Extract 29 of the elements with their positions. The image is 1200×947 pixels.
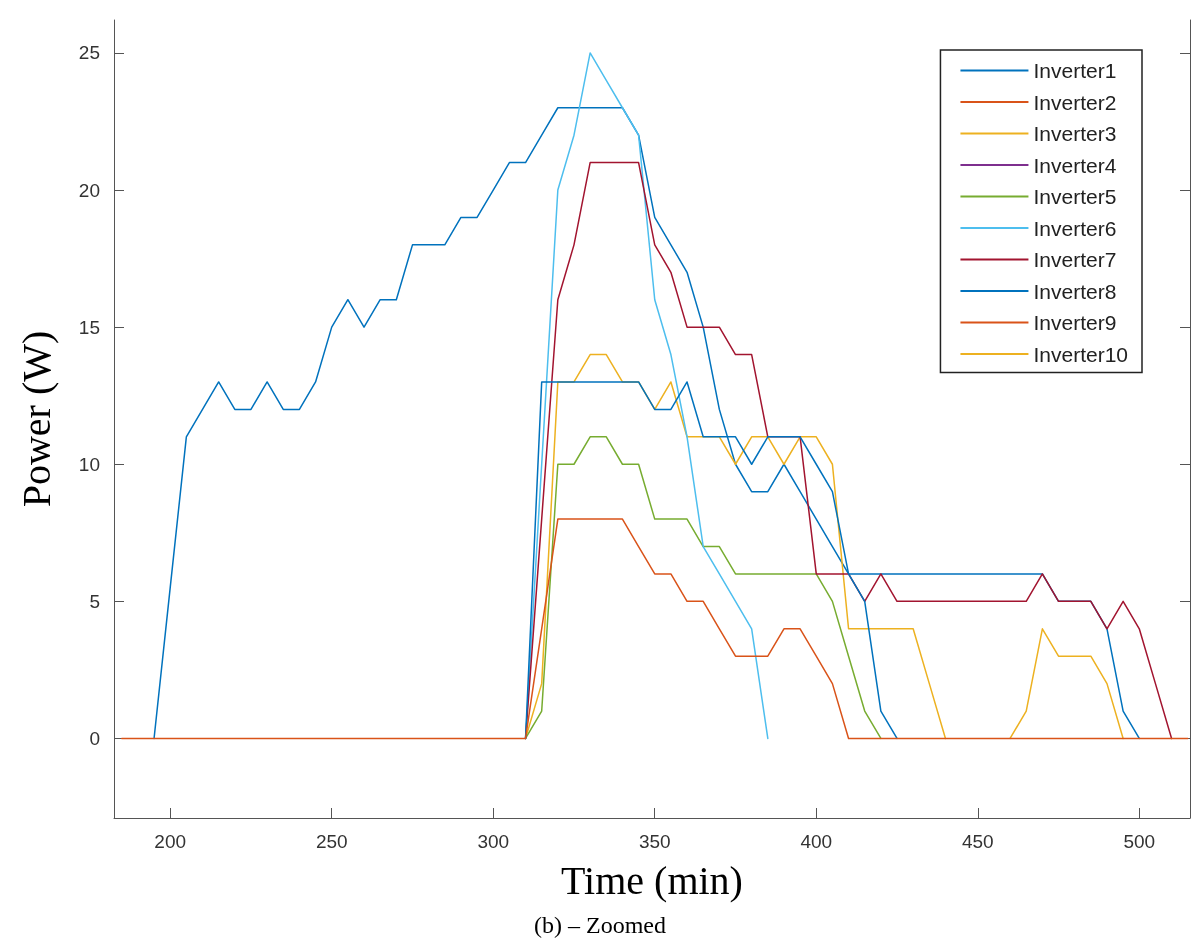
legend-label: Inverter3 [1033,122,1117,145]
x-tick-label: 250 [315,831,348,852]
line-series [524,436,882,740]
legend-label: Inverter10 [1033,342,1129,366]
legend-label: Inverter4 [1033,153,1117,177]
line-series [524,161,1173,740]
legend-label: Inverter9 [1033,311,1117,334]
x-tick-label: 450 [961,831,994,852]
x-axis-title: Time (min) [561,857,743,903]
text: (b) – Zoomed [534,912,666,938]
line-series [121,518,1189,740]
legend-label: Inverter2 [1033,90,1117,114]
x-tick-label: 500 [1123,831,1156,852]
legend-label: Inverter5 [1033,185,1117,208]
y-tick-label: 10 [78,453,100,475]
x-tick-label: 350 [638,831,671,852]
x-tick-label: 300 [477,831,510,852]
legend-label: Inverter6 [1033,216,1117,240]
y-tick-label: 15 [78,316,100,338]
y-axis-title: Power (W) [13,330,59,508]
y-tick-label: 25 [78,42,100,64]
legend-label: Inverter7 [1033,248,1117,271]
x-tick-label: 200 [154,831,187,852]
y-tick-label: 20 [78,179,100,201]
y-tick-label: 5 [89,590,100,612]
legend-label: Inverter8 [1033,279,1117,303]
x-tick-label: 400 [800,831,833,852]
y-tick-label: 0 [89,727,100,749]
legend-label: Inverter1 [1033,59,1117,82]
